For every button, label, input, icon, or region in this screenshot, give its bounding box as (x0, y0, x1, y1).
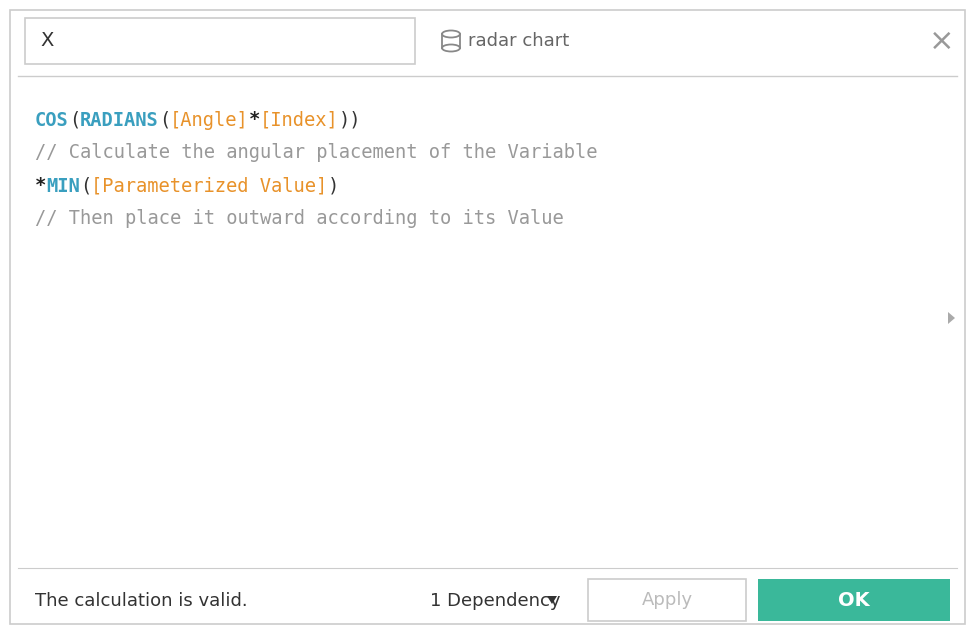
Text: radar chart: radar chart (468, 32, 569, 50)
Text: (: ( (80, 176, 92, 195)
Text: // Calculate the angular placement of the Variable: // Calculate the angular placement of th… (35, 143, 598, 162)
Text: )): )) (338, 110, 362, 129)
Ellipse shape (442, 30, 460, 37)
Text: [Angle]: [Angle] (170, 110, 249, 129)
FancyBboxPatch shape (10, 10, 965, 624)
FancyBboxPatch shape (25, 18, 415, 64)
Text: RADIANS: RADIANS (80, 110, 159, 129)
Text: 1 Dependency: 1 Dependency (430, 592, 561, 610)
Text: *: * (35, 176, 46, 195)
Ellipse shape (442, 44, 460, 51)
Text: [Index]: [Index] (260, 110, 338, 129)
Text: (: ( (159, 110, 170, 129)
Text: *: * (249, 110, 260, 129)
Text: [Parameterized Value]: [Parameterized Value] (92, 176, 328, 195)
Text: (: ( (69, 110, 80, 129)
Text: The calculation is valid.: The calculation is valid. (35, 592, 248, 610)
FancyBboxPatch shape (442, 34, 460, 48)
Text: MIN: MIN (46, 176, 80, 195)
Polygon shape (948, 312, 955, 324)
Text: ): ) (328, 176, 338, 195)
Text: // Then place it outward according to its Value: // Then place it outward according to it… (35, 209, 564, 228)
Text: COS: COS (35, 110, 69, 129)
FancyBboxPatch shape (588, 579, 746, 621)
Text: ×: × (929, 27, 955, 56)
Polygon shape (547, 596, 557, 604)
Text: X: X (40, 32, 54, 51)
Text: OK: OK (838, 590, 870, 609)
FancyBboxPatch shape (758, 579, 950, 621)
Text: Apply: Apply (642, 591, 692, 609)
